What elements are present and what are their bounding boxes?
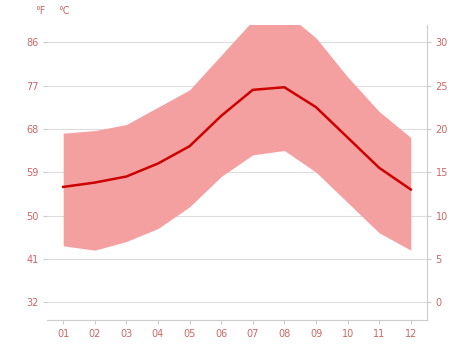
Text: °F: °F xyxy=(35,6,46,16)
Text: °C: °C xyxy=(58,6,70,16)
